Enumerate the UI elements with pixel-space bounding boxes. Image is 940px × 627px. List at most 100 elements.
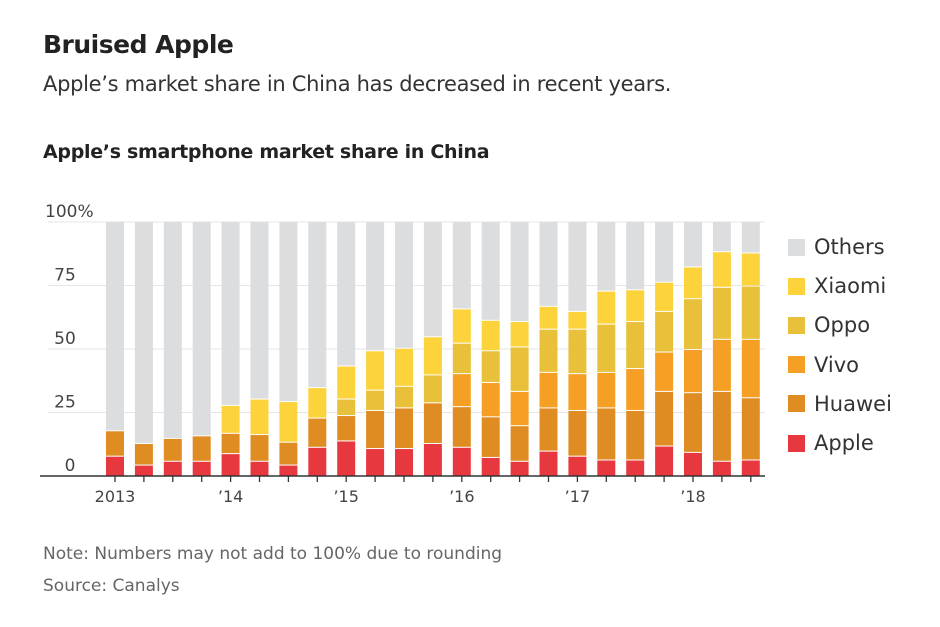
bar-segment-others [221, 222, 240, 405]
chart-title: Apple’s smartphone market share in China [43, 141, 490, 163]
bar-segment-xiaomi [250, 399, 269, 435]
bar-segment-apple [655, 446, 674, 476]
legend-label: Apple [814, 431, 874, 455]
bar-segment-huawei [423, 403, 442, 443]
bar-segment-oppo [366, 390, 385, 410]
bar-segment-huawei [106, 431, 124, 456]
bar-segment-apple [712, 461, 731, 476]
bar-segment-apple [250, 461, 269, 476]
bar-segment-apple [134, 465, 153, 476]
x-tick-label: ’16 [449, 487, 474, 506]
bar-segment-apple [106, 456, 124, 476]
bar-segment-apple [337, 441, 356, 476]
legend-label: Xiaomi [814, 274, 887, 299]
bar-segment-huawei [250, 435, 269, 461]
bar-segment-xiaomi [626, 290, 645, 322]
bar-segment-huawei [539, 408, 558, 451]
bar-segment-xiaomi [279, 402, 298, 442]
bar-segment-others [741, 222, 760, 253]
bar-segment-xiaomi [568, 311, 587, 329]
bar-segment-oppo [568, 329, 587, 374]
source-credit: Source: Canalys [43, 576, 180, 596]
bar-segment-xiaomi [452, 309, 471, 343]
bar-segment-apple [539, 451, 558, 476]
bar-segment-oppo [423, 375, 442, 403]
y-tick-label: 25 [54, 393, 76, 413]
footnote: Note: Numbers may not add to 100% due to… [43, 544, 503, 564]
bar-segment-huawei [626, 410, 645, 460]
bar-segment-apple [452, 447, 471, 476]
bar-segment-oppo [395, 386, 413, 408]
bar-segment-huawei [395, 408, 413, 449]
x-tick-label: ’14 [218, 487, 243, 506]
bar-segment-others [712, 222, 731, 252]
bar-segment-apple [308, 447, 327, 476]
bar-segment-huawei [684, 393, 702, 452]
bar-segment-others [337, 222, 356, 366]
bar-segment-huawei [481, 417, 500, 457]
bar-segment-apple [597, 460, 616, 476]
bar-segment-huawei [712, 391, 731, 461]
legend-item-others: Others [788, 235, 885, 259]
subheadline: Apple’s market share in China has decrea… [43, 72, 672, 96]
legend-item-apple: Apple [788, 431, 874, 455]
bar-segment-others [568, 222, 587, 311]
legend-swatch [788, 434, 805, 452]
bar-segment-apple [279, 465, 298, 476]
legend-item-huawei: Huawei [788, 392, 892, 416]
bar-segment-xiaomi [741, 253, 760, 286]
legend-item-oppo: Oppo [788, 313, 870, 337]
bar-segment-vivo [655, 352, 674, 391]
bar-segment-huawei [337, 416, 356, 441]
bar-segment-huawei [279, 442, 298, 465]
y-tick-label: 0 [65, 456, 76, 476]
bar-segment-oppo [597, 324, 616, 372]
bar-segment-others [655, 222, 674, 282]
bar-segment-xiaomi [684, 267, 702, 299]
bar-segment-vivo [568, 374, 587, 410]
bar-segment-vivo [741, 339, 760, 398]
bar-segment-vivo [539, 372, 558, 408]
y-tick-label: 75 [54, 266, 76, 286]
legend-label: Others [814, 235, 885, 259]
bar-segment-others [395, 222, 413, 348]
bar-segment-others [163, 222, 182, 438]
bar-segment-xiaomi [423, 337, 442, 375]
bar-segment-xiaomi [395, 348, 413, 386]
bar-segment-others [308, 222, 327, 388]
y-tick-label: 50 [54, 329, 76, 349]
bar-segment-vivo [452, 374, 471, 407]
bar-segment-xiaomi [481, 320, 500, 351]
bar-segment-xiaomi [712, 252, 731, 287]
bar-segment-oppo [712, 287, 731, 339]
legend-swatch [788, 277, 805, 295]
bar-segment-apple [510, 461, 529, 476]
bar-segment-xiaomi [539, 306, 558, 329]
bar-segment-apple [366, 449, 385, 476]
bar-segment-huawei [568, 410, 587, 456]
bar-segment-apple [423, 443, 442, 476]
bar-segment-oppo [337, 399, 356, 416]
bar-segment-apple [163, 461, 182, 476]
x-tick-label: ’15 [333, 487, 358, 506]
bar-segment-vivo [510, 391, 529, 426]
legend-item-vivo: Vivo [788, 353, 859, 377]
bar-segment-others [279, 222, 298, 402]
bar-segment-others [134, 222, 153, 443]
legend-label: Vivo [814, 352, 860, 377]
bar-segment-apple [684, 452, 702, 476]
bar-segment-others [510, 222, 529, 322]
bar-segment-vivo [712, 339, 731, 391]
bar-segment-oppo [452, 343, 471, 374]
bar-segment-oppo [510, 347, 529, 391]
bar-segment-oppo [539, 329, 558, 372]
bar-segment-others [684, 222, 702, 267]
legend-swatch [788, 395, 805, 413]
bar-segment-others [366, 222, 385, 351]
bar-segment-huawei [741, 398, 760, 460]
bar-segment-huawei [452, 407, 471, 447]
bar-segment-huawei [655, 391, 674, 446]
bar-segment-xiaomi [655, 282, 674, 311]
